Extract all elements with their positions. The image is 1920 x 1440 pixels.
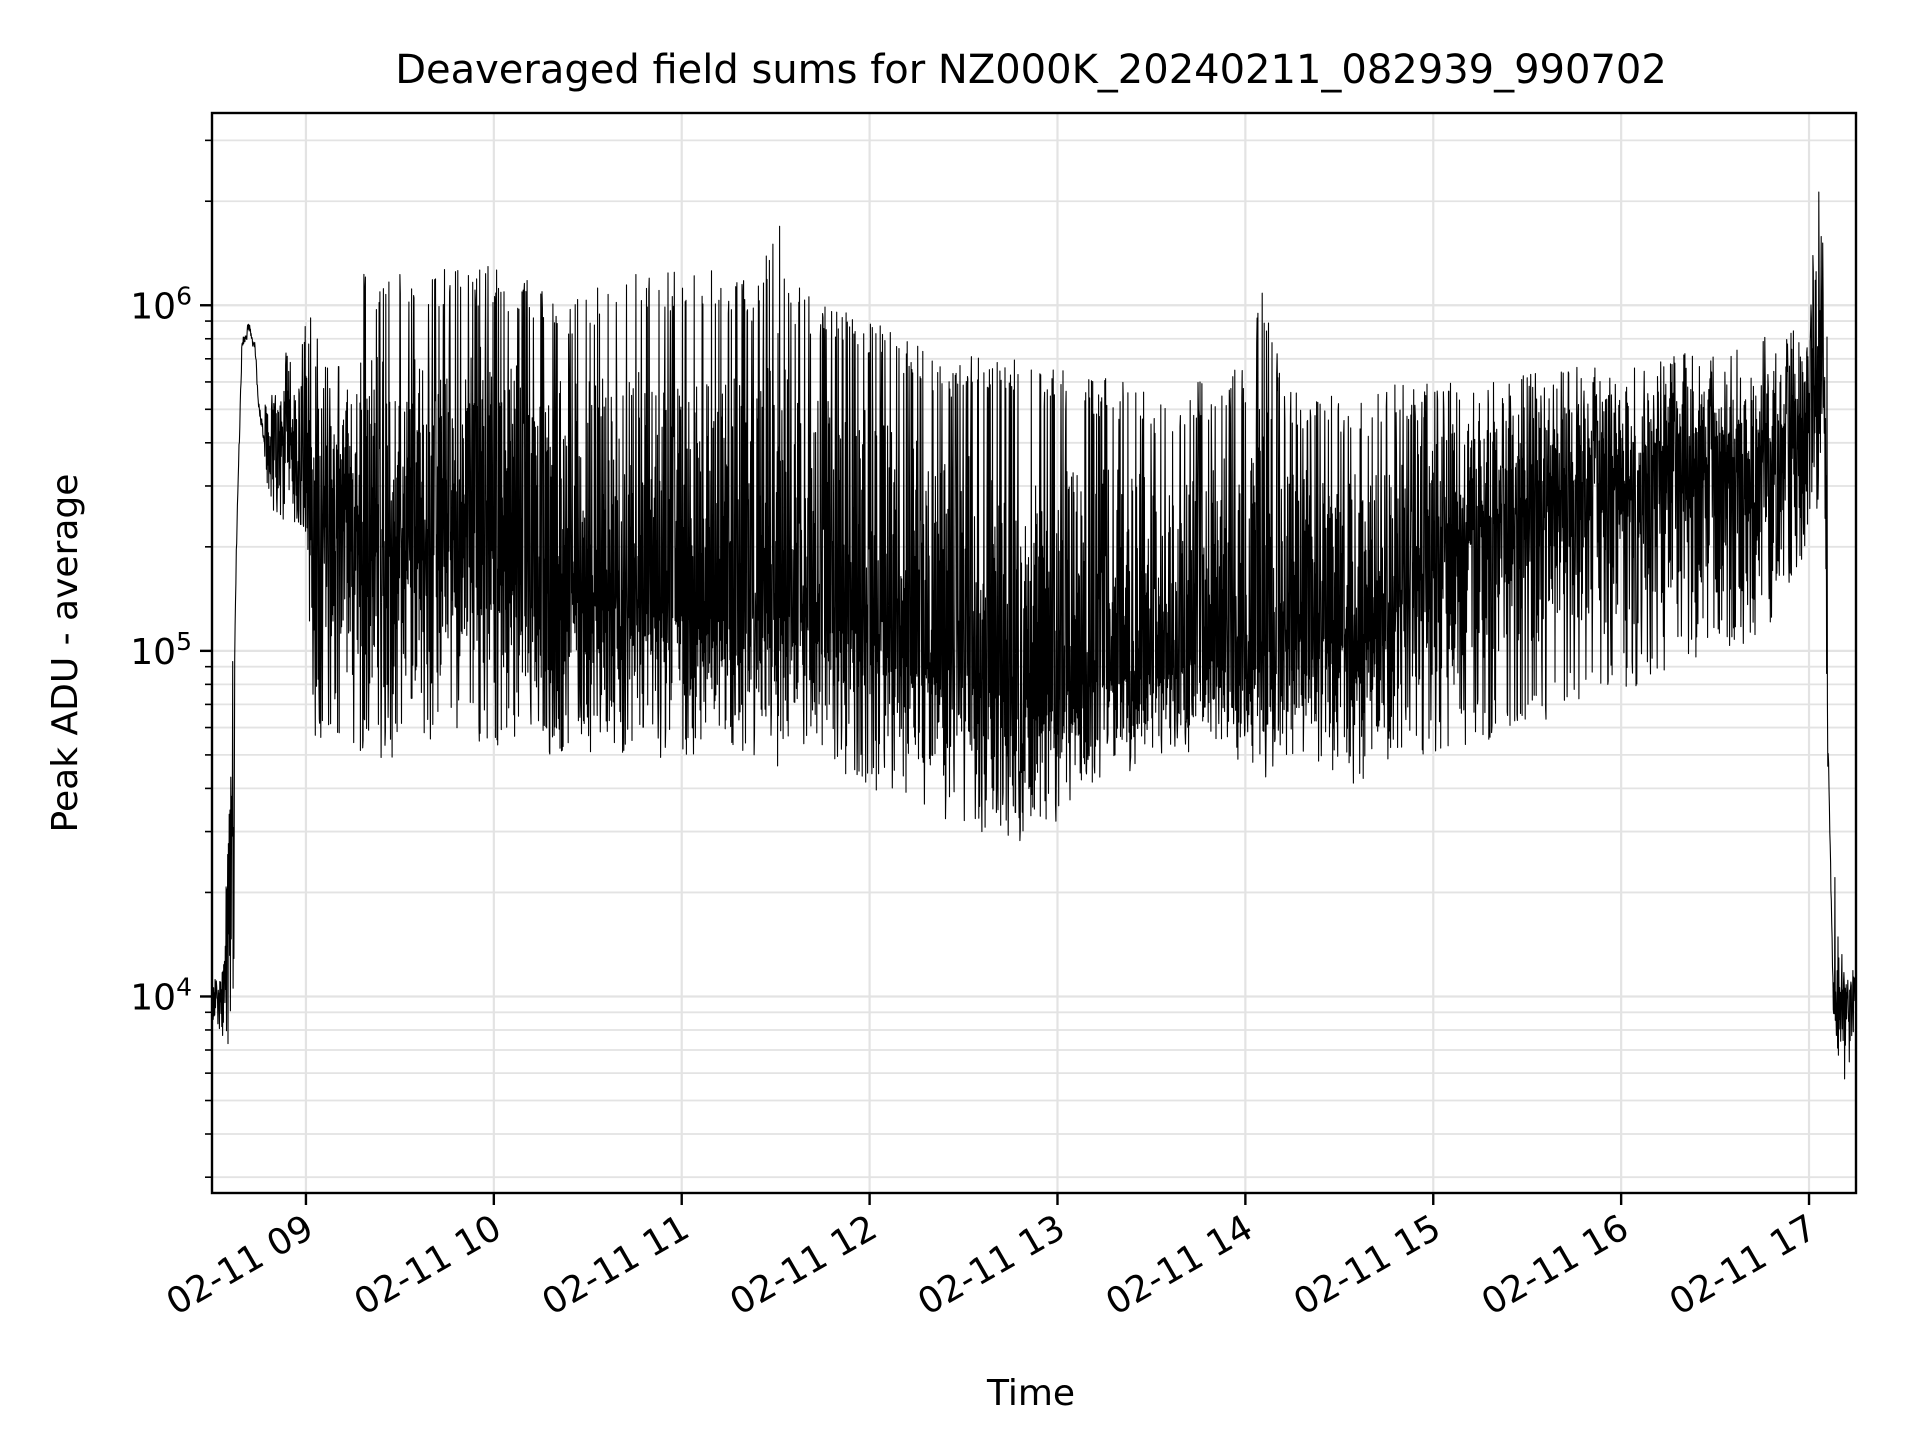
x-axis-label: Time [986, 1373, 1075, 1414]
series-line [212, 191, 1856, 1080]
data-series [212, 191, 1856, 1080]
y-tick-label: 106 [130, 281, 192, 328]
plot-area [212, 191, 1856, 1080]
y-axis: 104 105 106 [130, 139, 212, 1178]
chart-title: Deaveraged field sums for NZ000K_2024021… [395, 47, 1667, 93]
plot-frame [210, 111, 1858, 1195]
y-axis-label: Peak ADU - average [45, 474, 86, 833]
y-tick-label: 104 [130, 972, 192, 1019]
y-tick-label: 105 [130, 626, 192, 673]
